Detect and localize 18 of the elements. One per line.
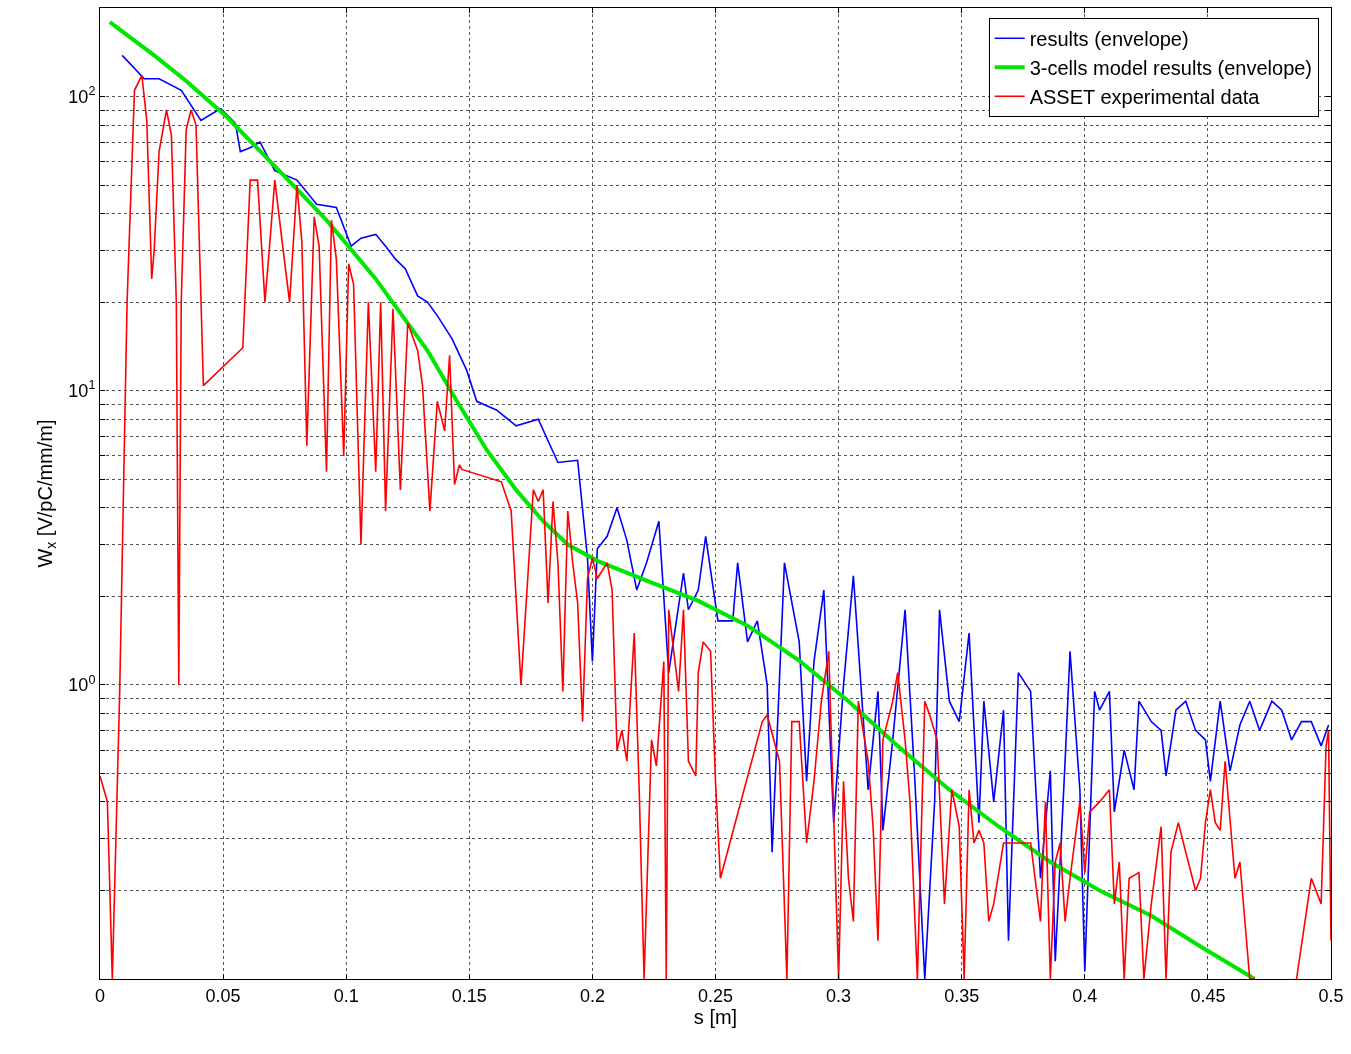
x-tick-label: 0.05 (205, 985, 241, 1006)
x-axis-title: s [m] (693, 1006, 738, 1029)
x-tick-label: 0.3 (826, 985, 852, 1006)
x-tick-label: 0.2 (579, 985, 605, 1006)
x-tick-label: 0 (94, 985, 106, 1006)
legend-label: 3-cells model results (envelope) (1029, 57, 1313, 80)
x-tick-label: 0.35 (944, 985, 980, 1006)
x-tick-label: 0.25 (697, 985, 734, 1006)
legend-label: ASSET experimental data (1029, 86, 1261, 109)
y-tick-label: 10$^{1}$ (68, 378, 96, 401)
x-tick-label: 0.1 (333, 985, 359, 1006)
x-tick-label: 0.15 (451, 985, 487, 1006)
x-tick-label: 0.45 (1190, 985, 1226, 1006)
y-tick-label: 10$^{0}$ (68, 672, 96, 696)
x-tick-label: 0.5 (1318, 985, 1344, 1006)
x-tick-label: 0.4 (1072, 985, 1098, 1006)
legend-label: results (envelope) (1029, 28, 1189, 51)
y-tick-label: 10$^{2}$ (68, 84, 96, 107)
